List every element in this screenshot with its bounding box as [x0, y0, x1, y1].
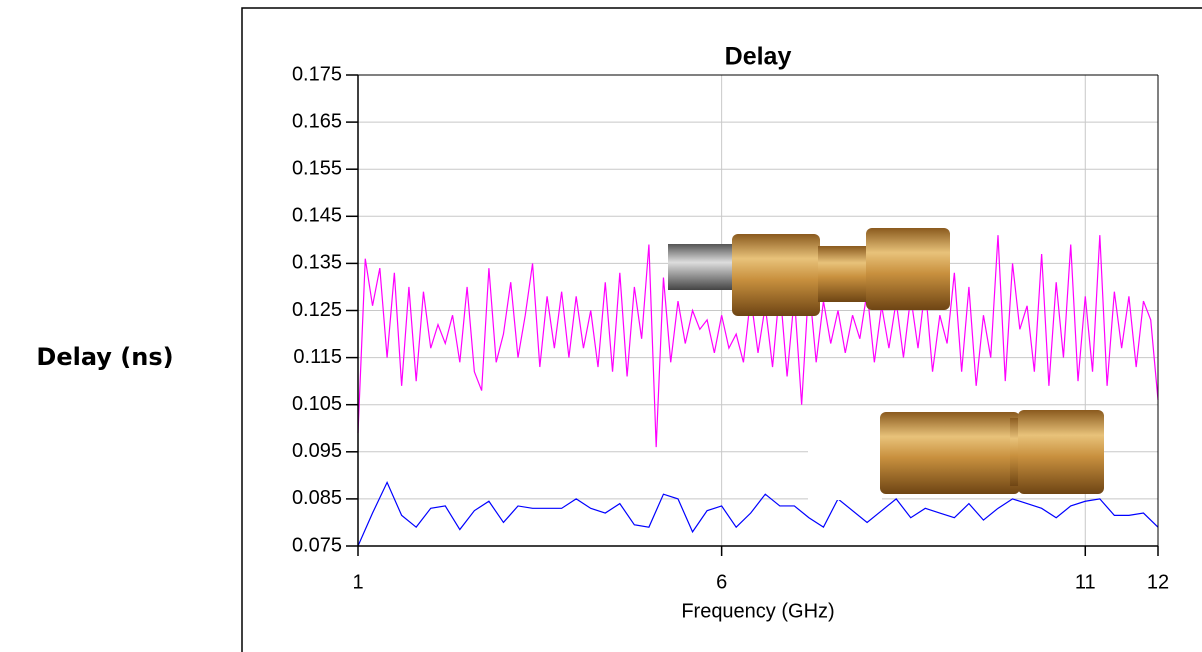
y-tick-label: 0.075	[292, 534, 342, 556]
y-axis-label: Delay (ns)	[36, 343, 173, 371]
y-tick-label: 0.165	[292, 110, 342, 132]
chart-title: Delay	[725, 43, 792, 71]
y-tick-label: 0.135	[292, 252, 342, 274]
y-tick-label: 0.145	[292, 205, 342, 227]
y-tick-label: 0.105	[292, 393, 342, 415]
x-tick-label: 1	[352, 571, 363, 593]
y-tick-label: 0.095	[292, 440, 342, 462]
connector-photo-2	[808, 410, 1104, 500]
y-tick-label: 0.115	[293, 346, 342, 368]
x-tick-label: 11	[1075, 571, 1096, 593]
y-tick-label: 0.155	[292, 157, 342, 179]
page: {"chart_data": {"type": "line", "title":…	[0, 0, 1202, 652]
x-tick-label: 6	[716, 571, 727, 593]
x-tick-label: 12	[1147, 571, 1169, 593]
y-tick-label: 0.125	[292, 299, 342, 321]
connector-photo-1	[668, 228, 950, 316]
x-axis-label: Frequency (GHz)	[681, 600, 834, 622]
y-tick-label: 0.175	[292, 63, 342, 85]
y-tick-label: 0.085	[292, 487, 342, 509]
chart: Delay (ns) Delay Frequency (GHz) 0.075 0.…	[0, 0, 1202, 652]
